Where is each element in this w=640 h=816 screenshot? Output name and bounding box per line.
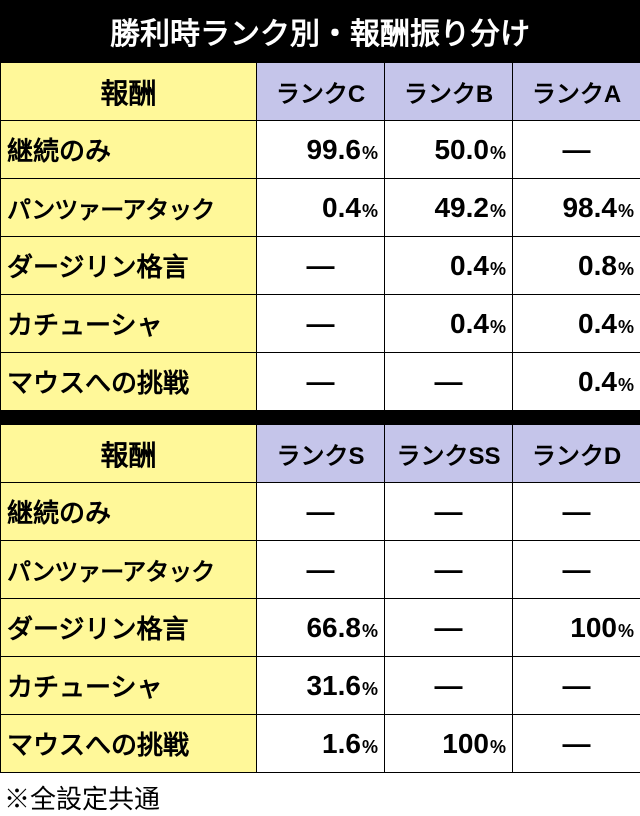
page-title: 勝利時ランク別・報酬振り分け [0, 0, 640, 62]
row-label: 継続のみ [1, 483, 257, 541]
cell: 99.6% [257, 121, 385, 179]
rank-header: ランクD [513, 425, 640, 483]
cell: ― [385, 541, 513, 599]
row-label: パンツァーアタック [1, 541, 257, 599]
table-row: 継続のみ ― ― ― [1, 483, 640, 541]
cell: ― [257, 483, 385, 541]
row-label: ダージリン格言 [1, 599, 257, 657]
table-spacer [1, 411, 640, 425]
table-row: パンツァーアタック ― ― ― [1, 541, 640, 599]
cell: ― [385, 657, 513, 715]
table-header-row: 報酬 ランクC ランクB ランクA [1, 63, 640, 121]
cell: 0.4% [513, 353, 640, 411]
cell: ― [257, 237, 385, 295]
cell: ― [513, 483, 640, 541]
cell: 98.4% [513, 179, 640, 237]
reward-header: 報酬 [1, 425, 257, 483]
cell: 0.4% [257, 179, 385, 237]
table-row: パンツァーアタック 0.4% 49.2% 98.4% [1, 179, 640, 237]
cell: 0.4% [513, 295, 640, 353]
table-header-row: 報酬 ランクS ランクSS ランクD [1, 425, 640, 483]
table-0: 報酬 ランクC ランクB ランクA 継続のみ 99.6% 50.0% ― パンツ… [0, 62, 640, 773]
cell: ― [513, 121, 640, 179]
table-row: 継続のみ 99.6% 50.0% ― [1, 121, 640, 179]
table-row: ダージリン格言 66.8% ― 100% [1, 599, 640, 657]
cell: ― [385, 353, 513, 411]
row-label: マウスへの挑戦 [1, 353, 257, 411]
cell: 0.4% [385, 237, 513, 295]
footnote: ※全設定共通 [0, 773, 640, 816]
rank-header: ランクA [513, 63, 640, 121]
cell: 1.6% [257, 715, 385, 773]
cell: 0.8% [513, 237, 640, 295]
row-label: 継続のみ [1, 121, 257, 179]
cell: ― [257, 541, 385, 599]
rank-header: ランクB [385, 63, 513, 121]
cell: ― [257, 295, 385, 353]
table-row: カチューシャ ― 0.4% 0.4% [1, 295, 640, 353]
table-row: マウスへの挑戦 1.6% 100% ― [1, 715, 640, 773]
row-label: カチューシャ [1, 295, 257, 353]
reward-header: 報酬 [1, 63, 257, 121]
cell: ― [513, 715, 640, 773]
table-row: ダージリン格言 ― 0.4% 0.8% [1, 237, 640, 295]
row-label: ダージリン格言 [1, 237, 257, 295]
table-row: カチューシャ 31.6% ― ― [1, 657, 640, 715]
cell: ― [385, 483, 513, 541]
cell: 0.4% [385, 295, 513, 353]
cell: ― [513, 657, 640, 715]
cell: 49.2% [385, 179, 513, 237]
cell: 66.8% [257, 599, 385, 657]
cell: ― [385, 599, 513, 657]
cell: ― [513, 541, 640, 599]
cell: 31.6% [257, 657, 385, 715]
row-label: マウスへの挑戦 [1, 715, 257, 773]
row-label: パンツァーアタック [1, 179, 257, 237]
row-label: カチューシャ [1, 657, 257, 715]
cell: 100% [385, 715, 513, 773]
rank-header: ランクS [257, 425, 385, 483]
rank-header: ランクC [257, 63, 385, 121]
table-row: マウスへの挑戦 ― ― 0.4% [1, 353, 640, 411]
cell: 100% [513, 599, 640, 657]
cell: 50.0% [385, 121, 513, 179]
cell: ― [257, 353, 385, 411]
rank-header: ランクSS [385, 425, 513, 483]
